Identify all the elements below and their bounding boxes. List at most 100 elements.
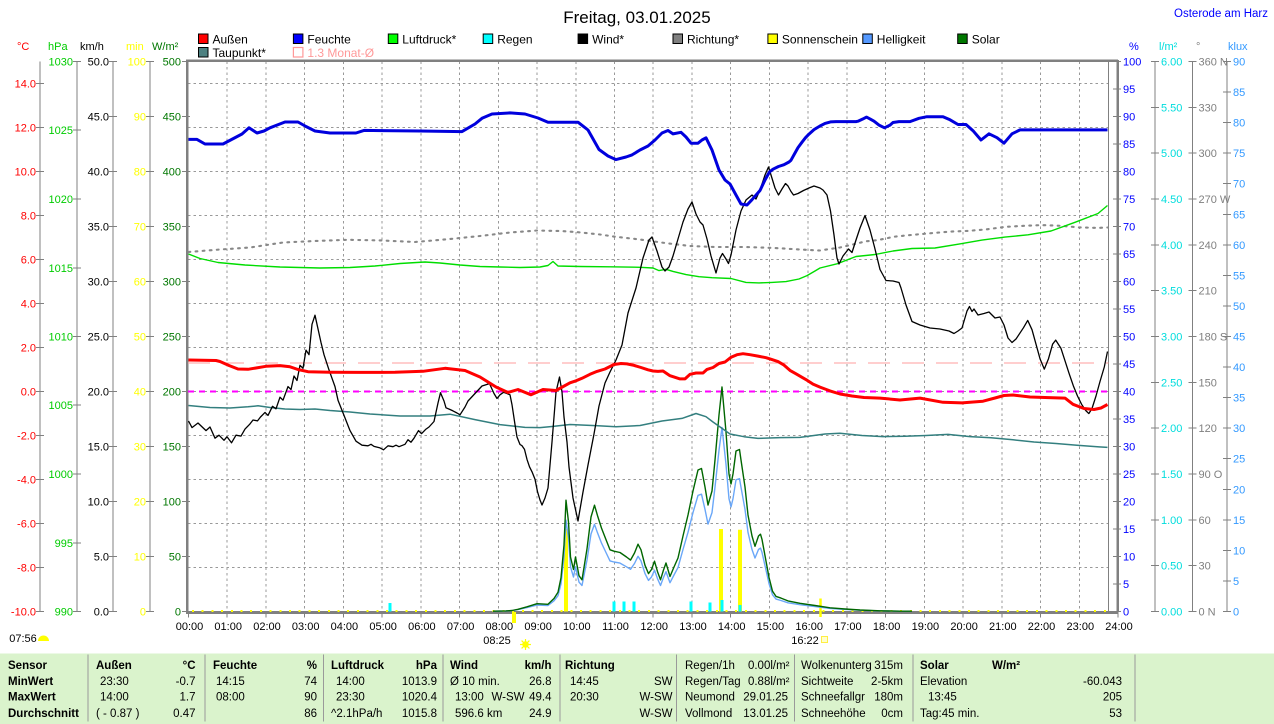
svg-text:0.0: 0.0 — [94, 607, 109, 619]
svg-text:3.00: 3.00 — [1161, 332, 1182, 344]
svg-text:1015: 1015 — [49, 263, 73, 275]
svg-text:16:00: 16:00 — [795, 621, 823, 633]
svg-text:86: 86 — [304, 708, 317, 720]
svg-text:330: 330 — [1199, 102, 1217, 114]
svg-text:°C: °C — [183, 660, 196, 672]
svg-text:MinWert: MinWert — [8, 676, 53, 688]
svg-text:0.00: 0.00 — [1161, 607, 1182, 619]
svg-text:Wind*: Wind* — [592, 33, 624, 47]
svg-text:100: 100 — [128, 57, 146, 69]
svg-text:Feuchte: Feuchte — [307, 33, 351, 47]
svg-text:Sonnenschein: Sonnenschein — [782, 33, 858, 47]
svg-text:1.50: 1.50 — [1161, 469, 1182, 481]
svg-text:5: 5 — [1123, 579, 1129, 591]
svg-text:26.8: 26.8 — [529, 676, 551, 688]
svg-text:250: 250 — [163, 332, 181, 344]
svg-text:90: 90 — [1233, 57, 1245, 69]
svg-text:90: 90 — [1123, 112, 1135, 124]
svg-text:Solar: Solar — [920, 660, 949, 672]
svg-text:60: 60 — [1233, 240, 1245, 252]
svg-text:20: 20 — [1123, 497, 1135, 509]
svg-text:990: 990 — [55, 607, 73, 619]
svg-text:2-5km: 2-5km — [871, 676, 903, 688]
svg-text:55: 55 — [1123, 304, 1135, 316]
svg-text:1030: 1030 — [49, 57, 73, 69]
svg-text:-4.0: -4.0 — [17, 475, 36, 487]
svg-text:07:00: 07:00 — [447, 621, 475, 633]
svg-text:1020.4: 1020.4 — [402, 692, 438, 704]
svg-text:-2.0: -2.0 — [17, 431, 36, 443]
svg-text:km/h: km/h — [80, 41, 104, 53]
svg-text:12:00: 12:00 — [640, 621, 668, 633]
svg-text:13:00: 13:00 — [679, 621, 707, 633]
svg-text:10: 10 — [1123, 552, 1135, 564]
svg-text:70: 70 — [1123, 222, 1135, 234]
svg-text:450: 450 — [163, 112, 181, 124]
svg-text:12.0: 12.0 — [15, 123, 36, 135]
svg-text:Durchschnitt: Durchschnitt — [8, 708, 79, 720]
svg-text:200: 200 — [163, 387, 181, 399]
svg-text:13.01.25: 13.01.25 — [743, 708, 788, 720]
svg-text:210: 210 — [1199, 286, 1217, 298]
svg-text:45.0: 45.0 — [88, 112, 109, 124]
svg-text:Sensor: Sensor — [8, 660, 48, 672]
svg-text:Schneehöhe: Schneehöhe — [801, 708, 866, 720]
svg-text:85: 85 — [1233, 87, 1245, 99]
svg-text:10.0: 10.0 — [88, 497, 109, 509]
svg-text:0 N: 0 N — [1199, 607, 1216, 619]
svg-text:1020: 1020 — [49, 194, 73, 206]
svg-text:°C: °C — [17, 41, 29, 53]
svg-text:40: 40 — [1233, 362, 1245, 374]
svg-text:100: 100 — [1123, 57, 1141, 69]
svg-text:25: 25 — [1233, 454, 1245, 466]
svg-text:80: 80 — [1123, 167, 1135, 179]
svg-text:1010: 1010 — [49, 332, 73, 344]
svg-text:35: 35 — [1123, 414, 1135, 426]
svg-text:5: 5 — [1233, 576, 1239, 588]
svg-text:50: 50 — [1233, 301, 1245, 313]
svg-text:35: 35 — [1233, 393, 1245, 405]
svg-text:2.50: 2.50 — [1161, 377, 1182, 389]
svg-text:15:00: 15:00 — [757, 621, 785, 633]
svg-text:W/m²: W/m² — [152, 41, 179, 53]
svg-text:60: 60 — [1199, 515, 1211, 527]
svg-text:360 N: 360 N — [1199, 57, 1228, 69]
svg-text:70: 70 — [134, 222, 146, 234]
svg-text:300: 300 — [163, 277, 181, 289]
svg-text:1013.9: 1013.9 — [402, 676, 437, 688]
svg-text:45: 45 — [1123, 359, 1135, 371]
svg-text:Neumond: Neumond — [685, 692, 735, 704]
svg-text:14:45: 14:45 — [570, 676, 599, 688]
svg-text:20:00: 20:00 — [950, 621, 978, 633]
svg-text:13:00: 13:00 — [455, 692, 484, 704]
svg-text:05:00: 05:00 — [369, 621, 397, 633]
svg-text:5.00: 5.00 — [1161, 148, 1182, 160]
svg-text:hPa: hPa — [416, 660, 438, 672]
svg-text:24.9: 24.9 — [529, 708, 551, 720]
svg-text:1015.8: 1015.8 — [402, 708, 437, 720]
svg-text:18:00: 18:00 — [873, 621, 901, 633]
svg-text:0.0: 0.0 — [21, 387, 36, 399]
svg-text:1025: 1025 — [49, 125, 73, 137]
svg-text:4.0: 4.0 — [21, 299, 36, 311]
svg-text:180m: 180m — [874, 692, 903, 704]
svg-text:65: 65 — [1123, 249, 1135, 261]
svg-text:75: 75 — [1123, 194, 1135, 206]
svg-text:29.01.25: 29.01.25 — [743, 692, 788, 704]
svg-text:W-SW: W-SW — [491, 692, 524, 704]
svg-text:120: 120 — [1199, 423, 1217, 435]
svg-text:19:00: 19:00 — [912, 621, 940, 633]
svg-text:49.4: 49.4 — [529, 692, 552, 704]
svg-text:01:00: 01:00 — [214, 621, 242, 633]
svg-text:1.3 Monat-Ø: 1.3 Monat-Ø — [307, 46, 374, 60]
svg-text:14:15: 14:15 — [216, 676, 245, 688]
svg-text:l/m²: l/m² — [1159, 41, 1178, 53]
svg-text:Helligkeit: Helligkeit — [877, 33, 926, 47]
svg-text:20.0: 20.0 — [88, 387, 109, 399]
svg-text:Wolkenunterg: Wolkenunterg — [801, 660, 872, 672]
svg-text:klux: klux — [1228, 41, 1248, 53]
svg-text:Wind: Wind — [450, 660, 478, 672]
svg-text:Richtung*: Richtung* — [687, 33, 739, 47]
svg-text:270 W: 270 W — [1199, 194, 1231, 206]
svg-text:10: 10 — [1233, 545, 1245, 557]
